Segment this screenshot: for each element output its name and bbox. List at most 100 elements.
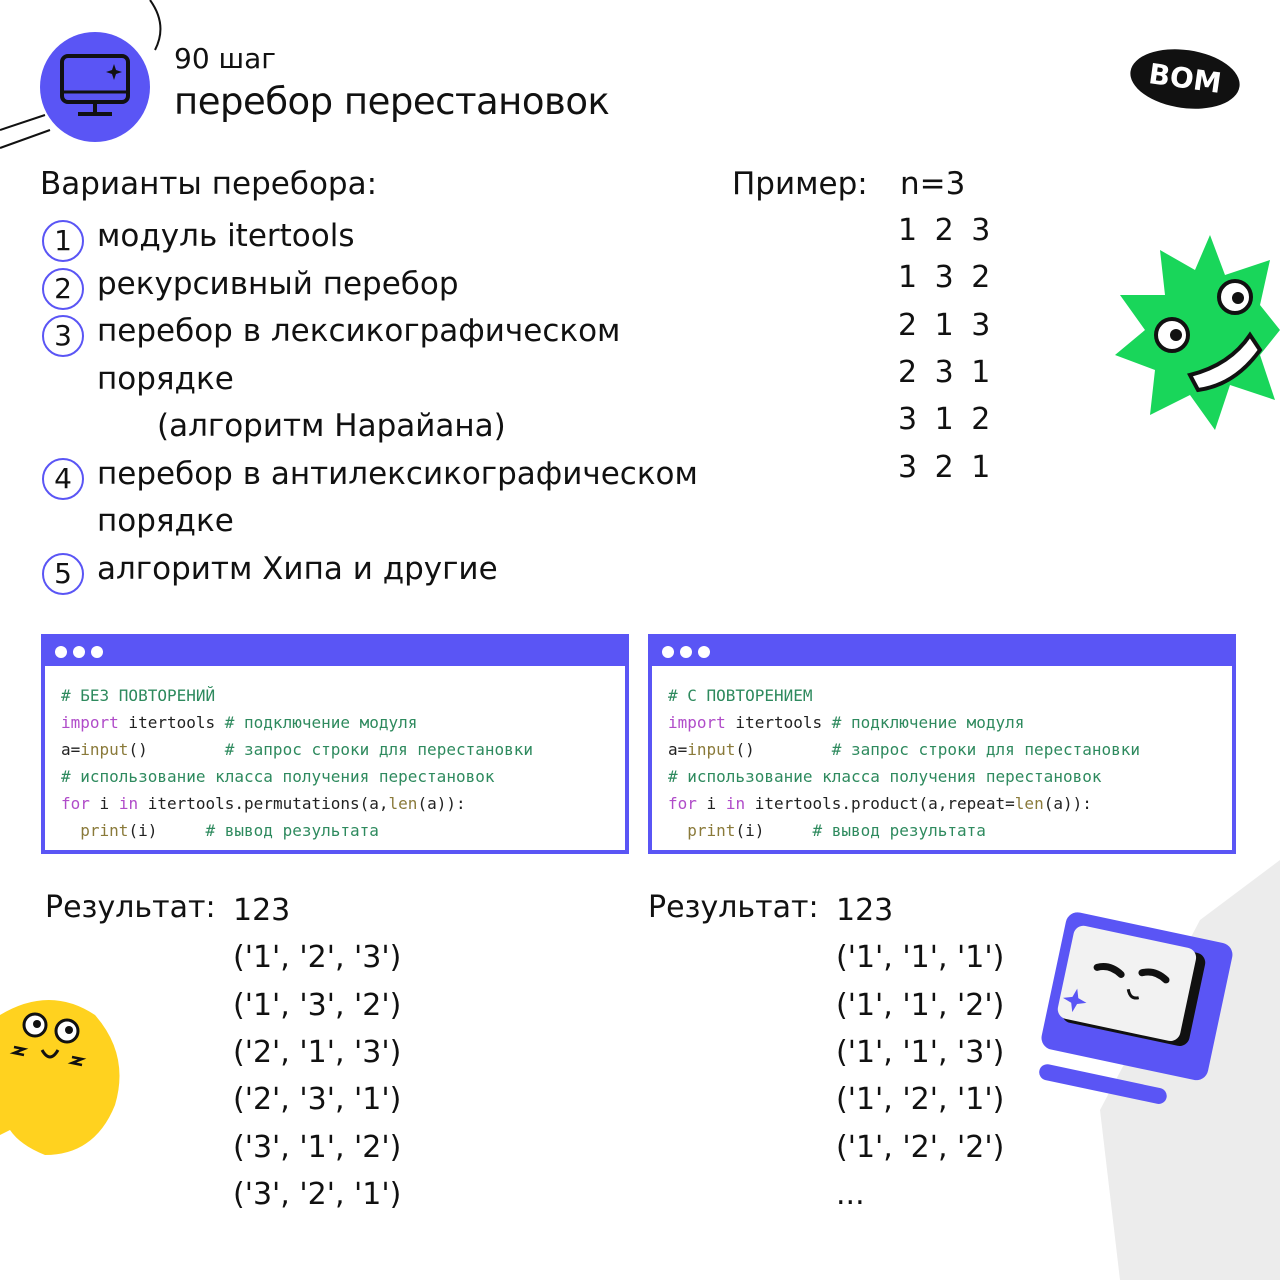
code-line: for i in itertools.product(a,repeat=len(… bbox=[668, 790, 1232, 817]
list-item-text: перебор в антилексикографическом bbox=[97, 455, 698, 492]
code-window: # С ПОВТОРЕНИЕМ import itertools # подклю… bbox=[648, 634, 1236, 854]
code-token: # подключение модуля bbox=[831, 713, 1025, 732]
code-token: (a)): bbox=[417, 794, 466, 813]
result-line: ('2', '1', '3') bbox=[233, 1034, 402, 1070]
code-token: input bbox=[687, 740, 736, 759]
code-token: i bbox=[696, 794, 726, 813]
result-line: ('1', '1', '1') bbox=[836, 940, 1005, 976]
example-label: Пример: bbox=[732, 166, 868, 202]
code-line: import itertools # подключение модуля bbox=[668, 709, 1232, 736]
result-line: ('1', '2', '2') bbox=[836, 1129, 1005, 1165]
result-line: ('1', '2', '1') bbox=[836, 1082, 1005, 1118]
window-dot-icon bbox=[73, 646, 85, 658]
list-item-text: алгоритм Хипа и другие bbox=[97, 550, 498, 587]
code-line: # использование класса получения переста… bbox=[668, 763, 1232, 790]
code-token: () bbox=[128, 740, 225, 759]
code-token: a= bbox=[668, 740, 688, 759]
result-line: ('1', '2', '3') bbox=[233, 940, 402, 976]
code-token: # использование класса получения переста… bbox=[668, 767, 1102, 786]
code-token: # использование класса получения переста… bbox=[61, 767, 495, 786]
result-line: 123 bbox=[233, 893, 291, 928]
list-number-2: 2 bbox=[42, 267, 84, 310]
list-item-text: рекурсивный перебор bbox=[97, 265, 459, 302]
list-number-1: 1 bbox=[42, 220, 84, 262]
code-token: (i) bbox=[735, 821, 813, 840]
list-number-5: 5 bbox=[42, 552, 84, 595]
code-token: in bbox=[118, 794, 139, 813]
code-token: itertools bbox=[118, 713, 225, 732]
code-token: (i) bbox=[128, 821, 206, 840]
code-token: # запрос строки для перестановки bbox=[224, 740, 534, 759]
code-token: len bbox=[1014, 794, 1044, 813]
code-text: # БЕЗ ПОВТОРЕНИЙ import itertools # подкл… bbox=[45, 666, 625, 844]
code-token: input bbox=[80, 740, 129, 759]
code-token: # подключение модуля bbox=[224, 713, 418, 732]
code-token: # БЕЗ ПОВТОРЕНИЙ bbox=[61, 686, 216, 705]
code-line: # использование класса получения переста… bbox=[61, 763, 625, 790]
variants-heading: Варианты перебора: bbox=[40, 166, 378, 202]
code-token: import bbox=[668, 713, 726, 732]
code-token: a= bbox=[61, 740, 81, 759]
list-item-text: перебор в лексикографическом bbox=[97, 313, 621, 349]
code-token: import bbox=[61, 713, 119, 732]
example-n: n=3 bbox=[900, 166, 966, 202]
yellow-mascot bbox=[0, 995, 125, 1160]
step-label: 90 шаг bbox=[174, 42, 277, 75]
list-number-3: 3 bbox=[42, 315, 84, 357]
page-title: перебор перестановок bbox=[174, 80, 610, 123]
code-line: a=input() # запрос строки для перестанов… bbox=[668, 736, 1232, 763]
logo: ВОМ bbox=[1126, 42, 1244, 116]
window-title-bar bbox=[45, 638, 625, 666]
code-line: a=input() # запрос строки для перестанов… bbox=[61, 736, 625, 763]
permutation: 1 3 2 bbox=[898, 260, 995, 296]
code-line: import itertools # подключение модуля bbox=[61, 709, 625, 736]
code-line: # С ПОВТОРЕНИЕМ bbox=[668, 682, 1232, 709]
result-line: ('1', '1', '3') bbox=[836, 1034, 1005, 1070]
result-label: Результат: bbox=[648, 890, 819, 925]
code-token: # вывод результата bbox=[205, 821, 379, 840]
permutation: 2 3 1 bbox=[898, 354, 995, 390]
code-token: len bbox=[388, 794, 418, 813]
window-dot-icon bbox=[698, 646, 710, 658]
code-line: print(i) # вывод результата bbox=[668, 817, 1232, 844]
result-label: Результат: bbox=[45, 890, 216, 925]
result-line: ('1', '1', '2') bbox=[836, 987, 1005, 1023]
code-token: print bbox=[80, 821, 129, 840]
result-line: ... bbox=[836, 1176, 865, 1212]
list-item-text: порядке bbox=[97, 503, 234, 539]
list-item-text: порядке bbox=[97, 360, 234, 397]
permutation: 1 2 3 bbox=[898, 213, 995, 248]
permutation: 3 2 1 bbox=[898, 449, 995, 485]
code-token: itertools bbox=[725, 713, 832, 732]
code-token: print bbox=[687, 821, 736, 840]
result-line: 123 bbox=[836, 893, 894, 928]
green-mascot bbox=[1110, 235, 1280, 435]
code-text: # С ПОВТОРЕНИЕМ import itertools # подклю… bbox=[652, 666, 1232, 844]
code-token: # запрос строки для перестановки bbox=[831, 740, 1141, 759]
code-token: in bbox=[725, 794, 746, 813]
monitor-icon bbox=[40, 32, 150, 142]
list-item-text: (алгоритм Нарайана) bbox=[157, 408, 506, 444]
code-token: () bbox=[735, 740, 832, 759]
computer-mascot bbox=[1020, 905, 1240, 1125]
window-dot-icon bbox=[91, 646, 103, 658]
permutation: 3 1 2 bbox=[898, 402, 995, 438]
code-token: i bbox=[89, 794, 119, 813]
code-token: itertools.permutations(a, bbox=[138, 794, 389, 813]
result-line: ('3', '2', '1') bbox=[233, 1176, 402, 1212]
code-line: print(i) # вывод результата bbox=[61, 817, 625, 844]
permutation: 2 1 3 bbox=[898, 307, 995, 343]
result-line: ('3', '1', '2') bbox=[233, 1129, 402, 1165]
code-token bbox=[61, 821, 80, 840]
code-token: itertools.product(a,repeat= bbox=[745, 794, 1015, 813]
code-token: for bbox=[61, 794, 90, 813]
window-dot-icon bbox=[680, 646, 692, 658]
window-dot-icon bbox=[662, 646, 674, 658]
decor-lines bbox=[0, 0, 170, 160]
result-line: ('2', '3', '1') bbox=[233, 1082, 402, 1118]
code-token: # вывод результата bbox=[812, 821, 986, 840]
code-token: (a)): bbox=[1043, 794, 1092, 813]
window-title-bar bbox=[652, 638, 1232, 666]
window-dot-icon bbox=[55, 646, 67, 658]
